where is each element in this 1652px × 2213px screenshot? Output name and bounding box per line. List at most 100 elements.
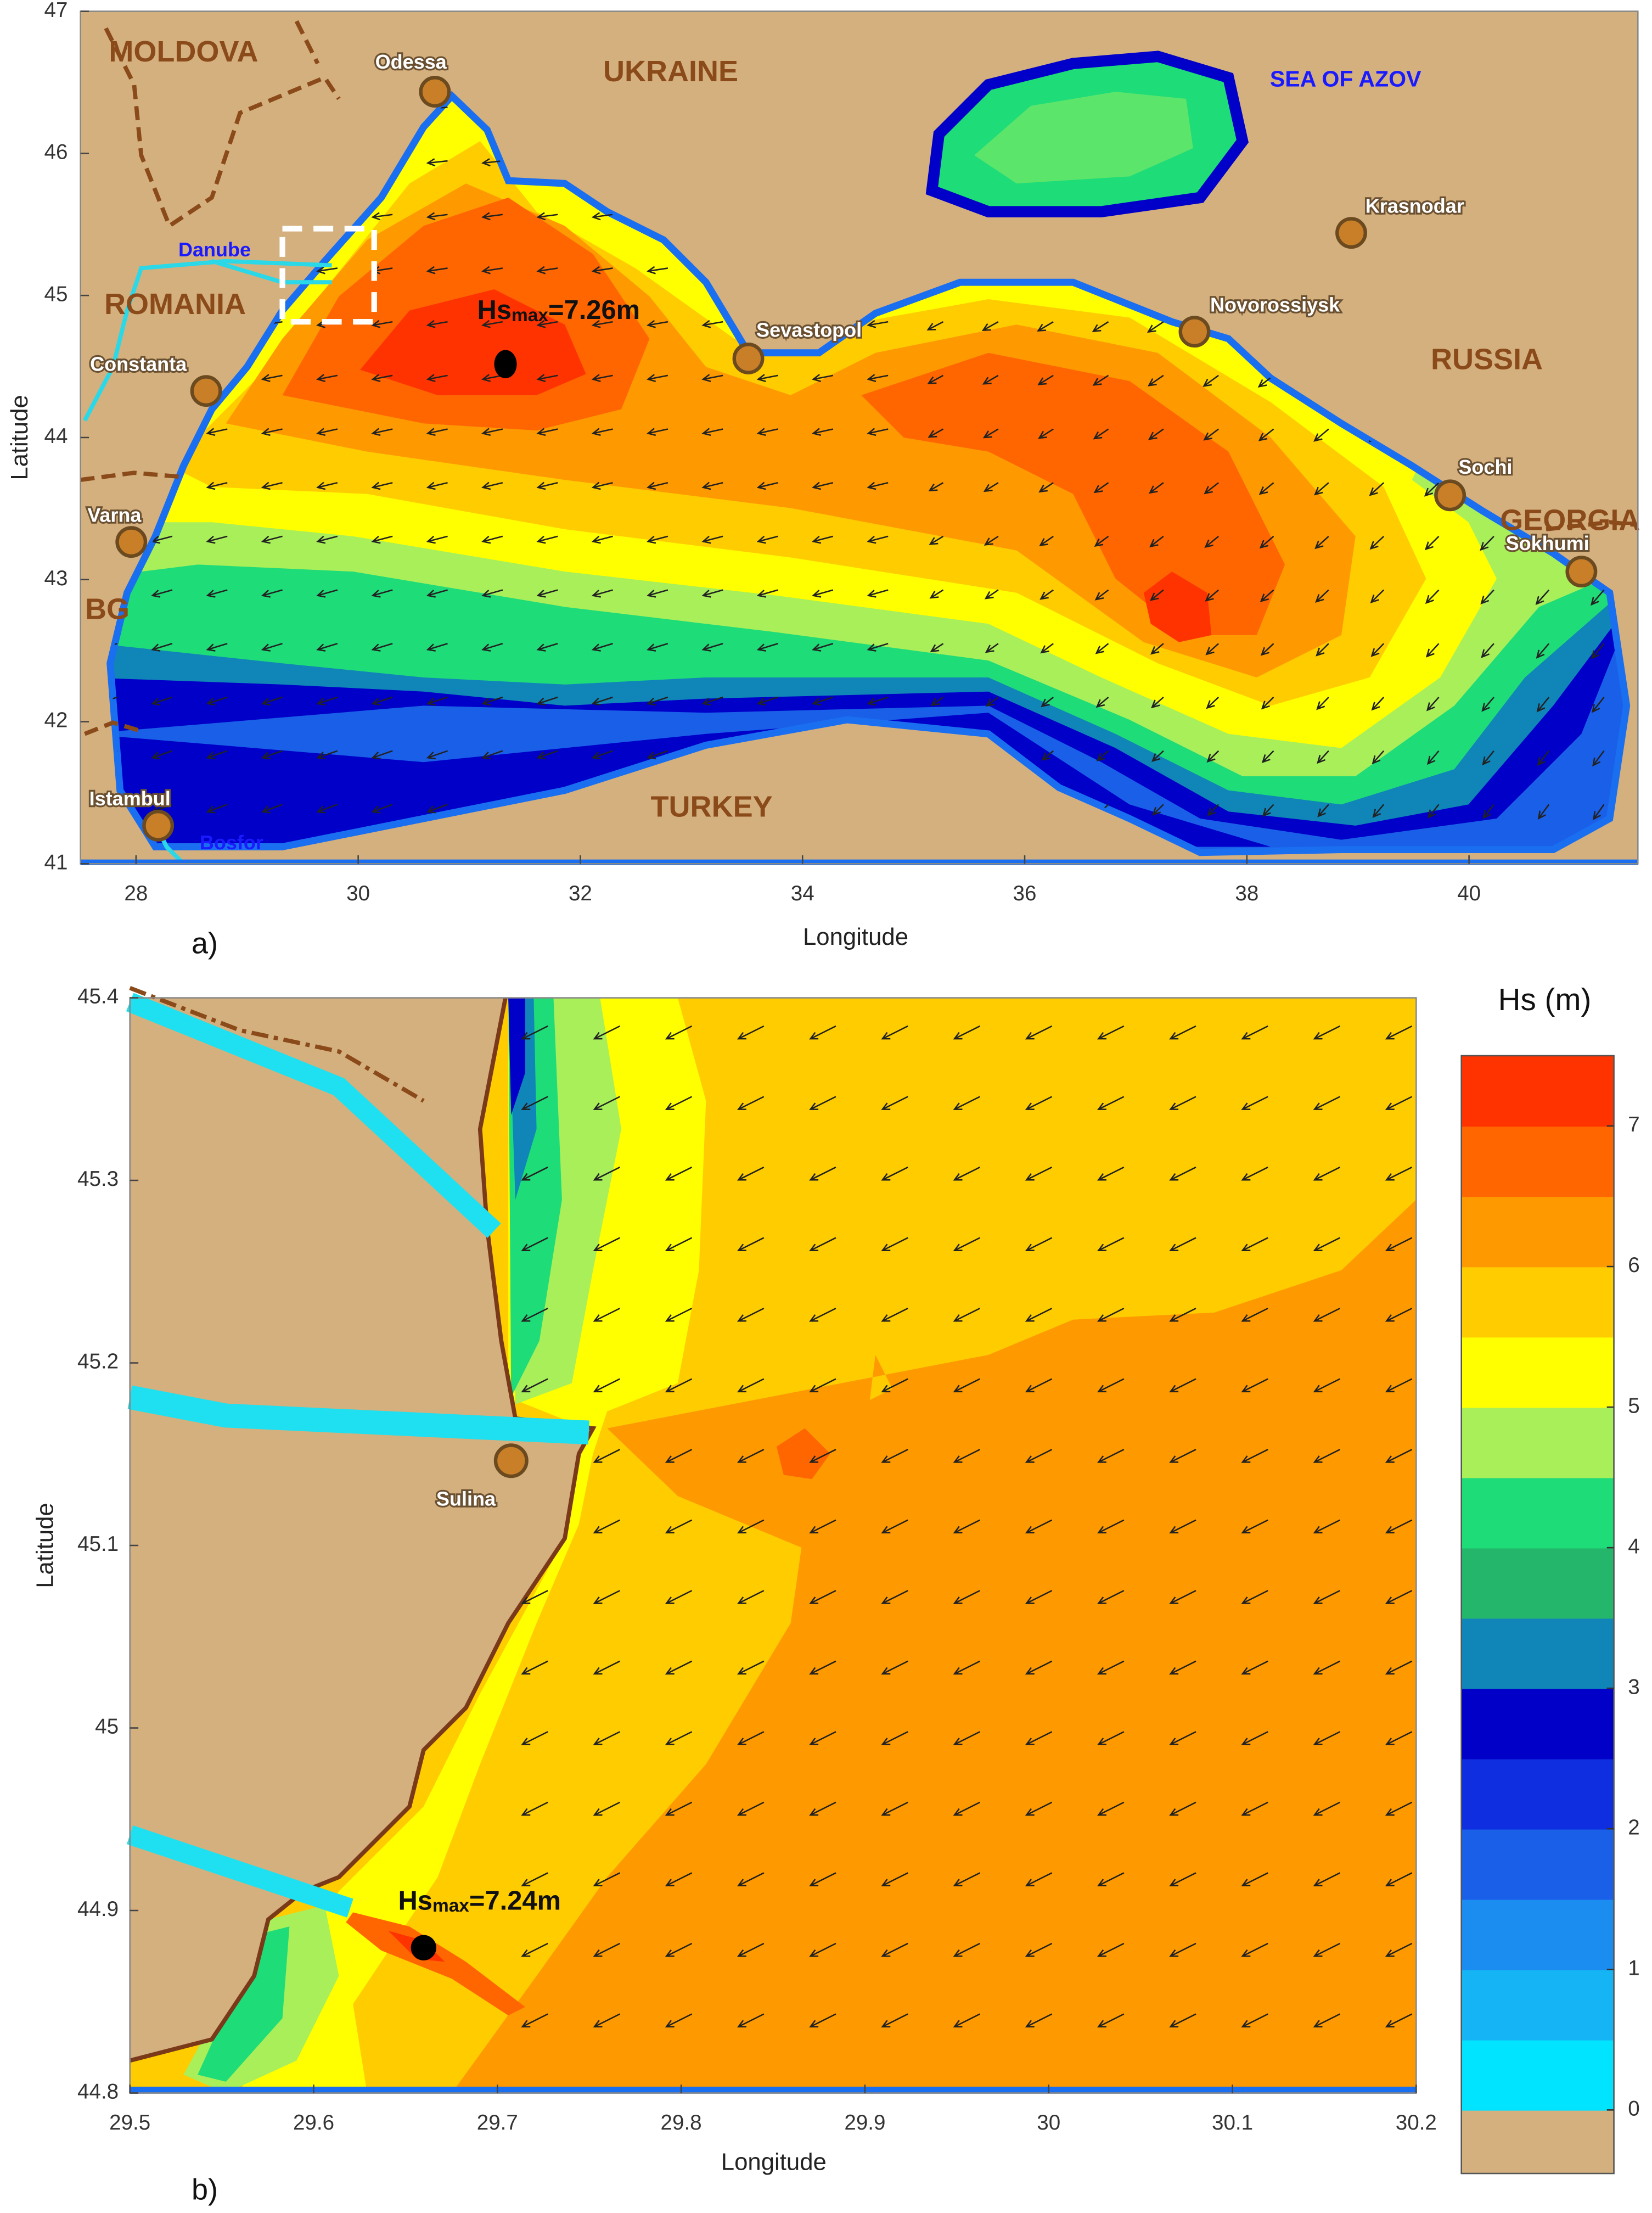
arrow — [665, 1025, 693, 1040]
arrow — [371, 212, 393, 221]
arrow — [867, 374, 889, 382]
arrow — [1370, 643, 1385, 657]
arrow — [1313, 1942, 1341, 1957]
y-tick-label: 45.3 — [77, 1167, 119, 1191]
arrow — [1169, 1519, 1196, 1534]
arrow — [593, 1449, 620, 1463]
city-label: Istambul — [89, 787, 171, 810]
arrow — [737, 1378, 765, 1393]
arrow — [1260, 643, 1274, 656]
arrow — [1241, 1166, 1268, 1181]
river-label: Bosfor — [200, 831, 263, 854]
y-tick-label: 43 — [44, 567, 68, 590]
arrow — [867, 696, 889, 706]
arrow — [812, 374, 834, 382]
city-label: Varna — [87, 503, 142, 526]
arrow — [521, 1166, 548, 1181]
arrow — [881, 1731, 908, 1745]
arrow — [1241, 1449, 1268, 1463]
arrow — [1385, 1872, 1413, 1886]
arrow — [151, 589, 173, 598]
arrow — [1428, 804, 1440, 819]
arrow — [426, 481, 448, 490]
arrow — [1241, 1378, 1268, 1393]
arrow — [591, 696, 613, 706]
arrow — [1169, 1449, 1196, 1463]
arrow — [1041, 696, 1054, 708]
arrow — [426, 266, 448, 274]
arrow — [1038, 428, 1054, 439]
arrow — [426, 643, 448, 652]
arrow — [1314, 482, 1329, 496]
arrow — [591, 212, 613, 221]
arrow — [536, 696, 558, 706]
arrow — [1169, 1872, 1196, 1886]
arrow — [481, 589, 503, 598]
colorbar-band — [1461, 1055, 1614, 1127]
arrow — [1385, 1237, 1413, 1252]
colorbar-band — [1461, 2040, 1614, 2111]
arrow — [371, 535, 393, 544]
arrow — [737, 1237, 765, 1252]
arrow — [206, 696, 228, 706]
arrow — [809, 1942, 836, 1957]
arrow — [1025, 1025, 1053, 1040]
arrow — [737, 1096, 765, 1110]
arrow — [206, 481, 228, 490]
arrow — [1592, 750, 1605, 767]
annotation-symbol: Hs — [477, 295, 512, 325]
arrow — [1039, 535, 1054, 546]
arrow — [665, 1378, 693, 1393]
arrow — [737, 1942, 765, 1957]
arrow — [426, 158, 448, 167]
arrow — [812, 696, 834, 706]
arrow — [593, 1590, 620, 1604]
x-tick-label: 34 — [791, 882, 814, 905]
arrow — [701, 696, 723, 706]
arrow — [1261, 750, 1274, 764]
arrow — [1537, 804, 1550, 820]
arrow — [1148, 428, 1164, 440]
arrow — [521, 1096, 548, 1110]
arrow — [1537, 750, 1550, 766]
arrow — [371, 428, 393, 436]
arrow — [881, 1449, 908, 1463]
arrow — [593, 1166, 620, 1181]
arrow — [1313, 1025, 1341, 1040]
arrow — [1385, 1025, 1413, 1040]
contour — [282, 197, 1285, 635]
arrow — [985, 696, 999, 707]
country-label: GEORGIA — [1500, 503, 1640, 536]
arrow — [809, 2013, 836, 2027]
arrow — [481, 212, 503, 221]
arrow — [1314, 535, 1329, 550]
arrow — [953, 1731, 980, 1745]
arrow — [809, 1872, 836, 1886]
x-tick-label: 38 — [1235, 882, 1258, 905]
panel-b: Sulina Hsmax=7.24m Longitude Latitude b)… — [31, 985, 1436, 2206]
arrow — [1480, 536, 1494, 551]
arrow — [1425, 643, 1440, 658]
arrow — [1385, 1731, 1413, 1745]
colorbar-tick-label: 6 — [1628, 1253, 1639, 1277]
arrow — [1313, 1801, 1341, 1816]
city-marker — [493, 1443, 529, 1478]
arrow — [593, 1942, 620, 1957]
arrow — [953, 1590, 980, 1604]
arrow — [481, 750, 503, 760]
arrow — [1147, 374, 1164, 386]
colorbar-band — [1461, 1688, 1614, 1760]
x-tick-label: 30 — [1037, 2111, 1060, 2134]
city-marker — [419, 76, 451, 108]
arrow — [1169, 1942, 1196, 1957]
arrow — [881, 1096, 908, 1110]
arrow — [665, 1872, 693, 1886]
arrow — [426, 804, 448, 814]
country-label: TURKEY — [651, 790, 773, 823]
colorbar-tick-label: 1 — [1628, 1956, 1639, 1980]
colorbar-title: Hs (m) — [1498, 982, 1592, 1017]
arrow — [930, 696, 944, 707]
max-annotation: Hsmax=7.24m — [398, 1886, 561, 1916]
arrow — [206, 535, 228, 544]
